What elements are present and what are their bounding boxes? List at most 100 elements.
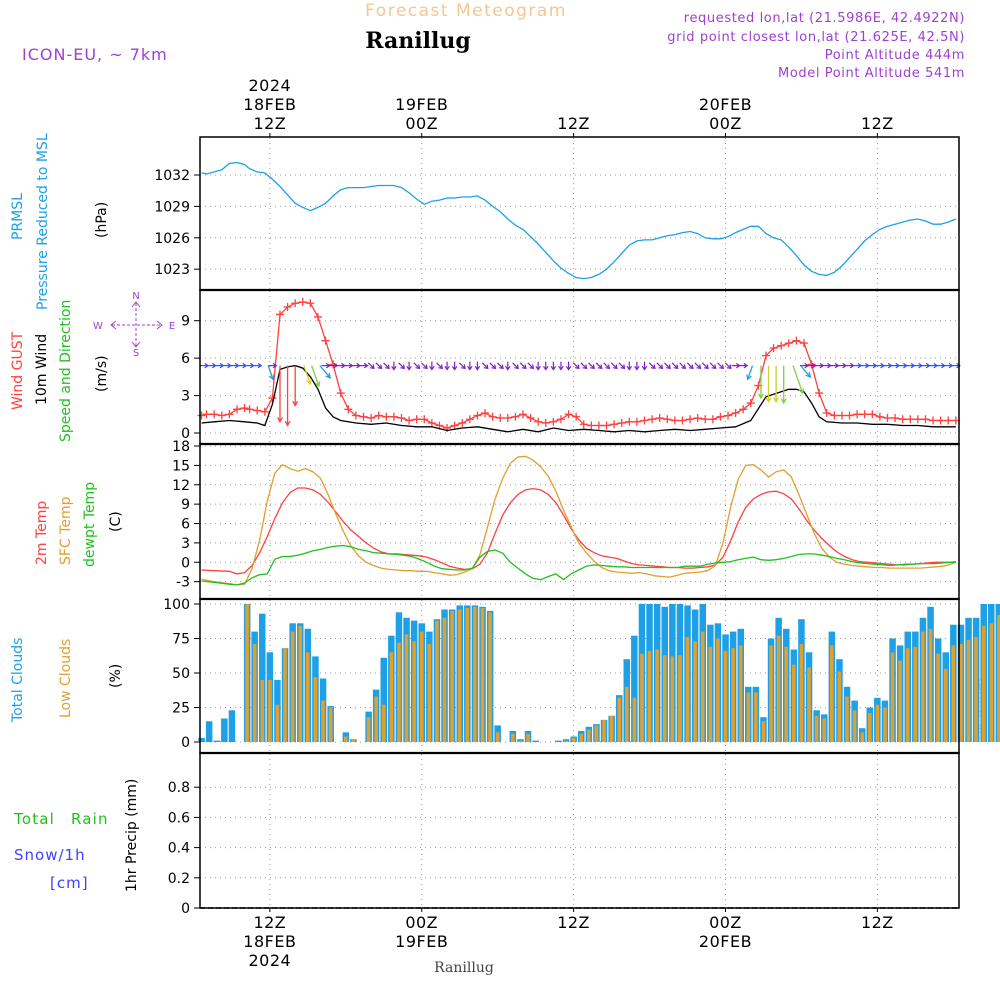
low-cloud-bar [875,704,880,742]
low-cloud-bar [662,655,667,742]
wind-direction-arrow [496,362,504,369]
wind-arrow-head [257,362,263,369]
label-cm: [cm] [50,874,89,892]
low-cloud-bar [313,677,318,742]
low-cloud-bar [442,617,447,742]
gust-point [298,297,307,306]
wind-arrow-head [451,365,458,371]
gust-point [351,411,360,420]
label-10m-wind: 10m Wind [34,334,50,405]
low-cloud-bar [921,631,925,742]
gust-point [739,405,748,414]
gust-point [405,416,414,425]
gust-point [716,412,725,421]
low-cloud-bar [769,645,773,742]
wind-band-arrow-head [805,371,812,379]
low-cloud-bar [328,707,333,742]
low-cloud-bar [382,704,386,742]
low-cloud-bar [260,679,265,742]
wind-arrow-head [406,365,412,371]
total-cloud-bar [198,737,205,742]
wind-arrow-head [474,365,481,371]
wind-direction-arrow [421,362,428,369]
wind-direction-arrow [481,362,489,369]
low-cloud-bar [943,668,948,742]
time-axis-label: 18FEB [243,932,296,951]
label-precip: 1hr Precip (mm) [124,779,140,892]
gust-point [891,414,900,423]
ytick-label: 75 [172,632,190,648]
wind-direction-arrow [519,362,527,369]
header-model: ICON-EU, ~ 7km [22,45,168,64]
wind-arrow-head [505,365,511,371]
low-cloud-bar [625,686,629,742]
low-cloud-bar [890,652,895,742]
total-cloud-bar [532,740,539,742]
wind-band-arrow-head [780,398,787,405]
low-cloud-bar [488,612,492,742]
gust-point [837,411,846,420]
compass-e: E [169,321,175,332]
gust-point [564,410,573,419]
time-axis-label: 00Z [405,913,438,932]
compass-n: N [132,291,139,302]
wind-band-arrow [311,365,320,387]
compass-rose: N S W E [93,291,175,359]
gust-point [526,414,535,423]
wind-arrow-head [491,364,497,370]
low-cloud-bar [640,653,644,742]
low-cloud-bar [397,642,401,742]
gust-point [268,394,277,403]
wind-arrow-head [658,364,664,370]
gust-point [306,299,315,308]
time-axis-label: 2024 [249,76,292,95]
time-axis-label: 12Z [557,913,590,932]
gust-point [458,419,467,428]
time-axis-label: 20FEB [699,932,752,951]
low-cloud-bar [754,692,758,742]
wind-direction-arrow [679,362,686,369]
label-2m-temp: 2m Temp [34,501,50,565]
time-axis-label: 00Z [405,114,438,133]
wind-arrow-head [514,364,519,370]
gust-point [746,399,755,408]
low-cloud-bar [905,648,910,742]
wind-arrow-head [605,364,611,370]
wind-direction-arrow [671,362,679,369]
gust-point [382,412,391,421]
wind-band-arrow [319,365,331,379]
wind-direction-arrow [588,362,595,369]
gust-point [906,415,915,424]
low-cloud-bar [473,606,477,742]
wind-direction-arrow [512,362,519,369]
gust-point [374,411,383,420]
panel-pressure: 1023 1026 1029 1032 [154,136,960,291]
gust-point [678,416,687,425]
low-cloud-bar [344,736,348,742]
ytick-label: 1029 [154,199,190,215]
low-cloud-bar [389,652,394,742]
gust-point [427,419,436,428]
panel-frame [199,752,960,909]
low-cloud-bar [252,644,257,742]
wind-arrow-head [423,364,428,370]
wind-arrow-head [666,364,671,370]
gust-point [260,407,269,416]
gust-point [245,405,254,414]
low-cloud-bar [419,631,424,742]
wind-arrow-head [703,364,709,370]
low-cloud-bar [700,631,705,742]
wind-direction-arrow [603,362,610,369]
label-pressure-msl: Pressure Reduced to MSL [35,133,51,310]
wind-direction-arrow [694,362,701,369]
low-cloud-bar [290,631,295,742]
low-cloud-bar [898,660,902,742]
low-cloud-bar [306,652,310,742]
low-cloud-bar [670,656,675,742]
gust-point [275,310,284,319]
gust-point [210,410,219,419]
low-cloud-bar [298,626,302,742]
wind-arrow-head [956,362,961,369]
wind-band-arrow-head [325,372,332,379]
wind-arrow-head [641,365,648,371]
